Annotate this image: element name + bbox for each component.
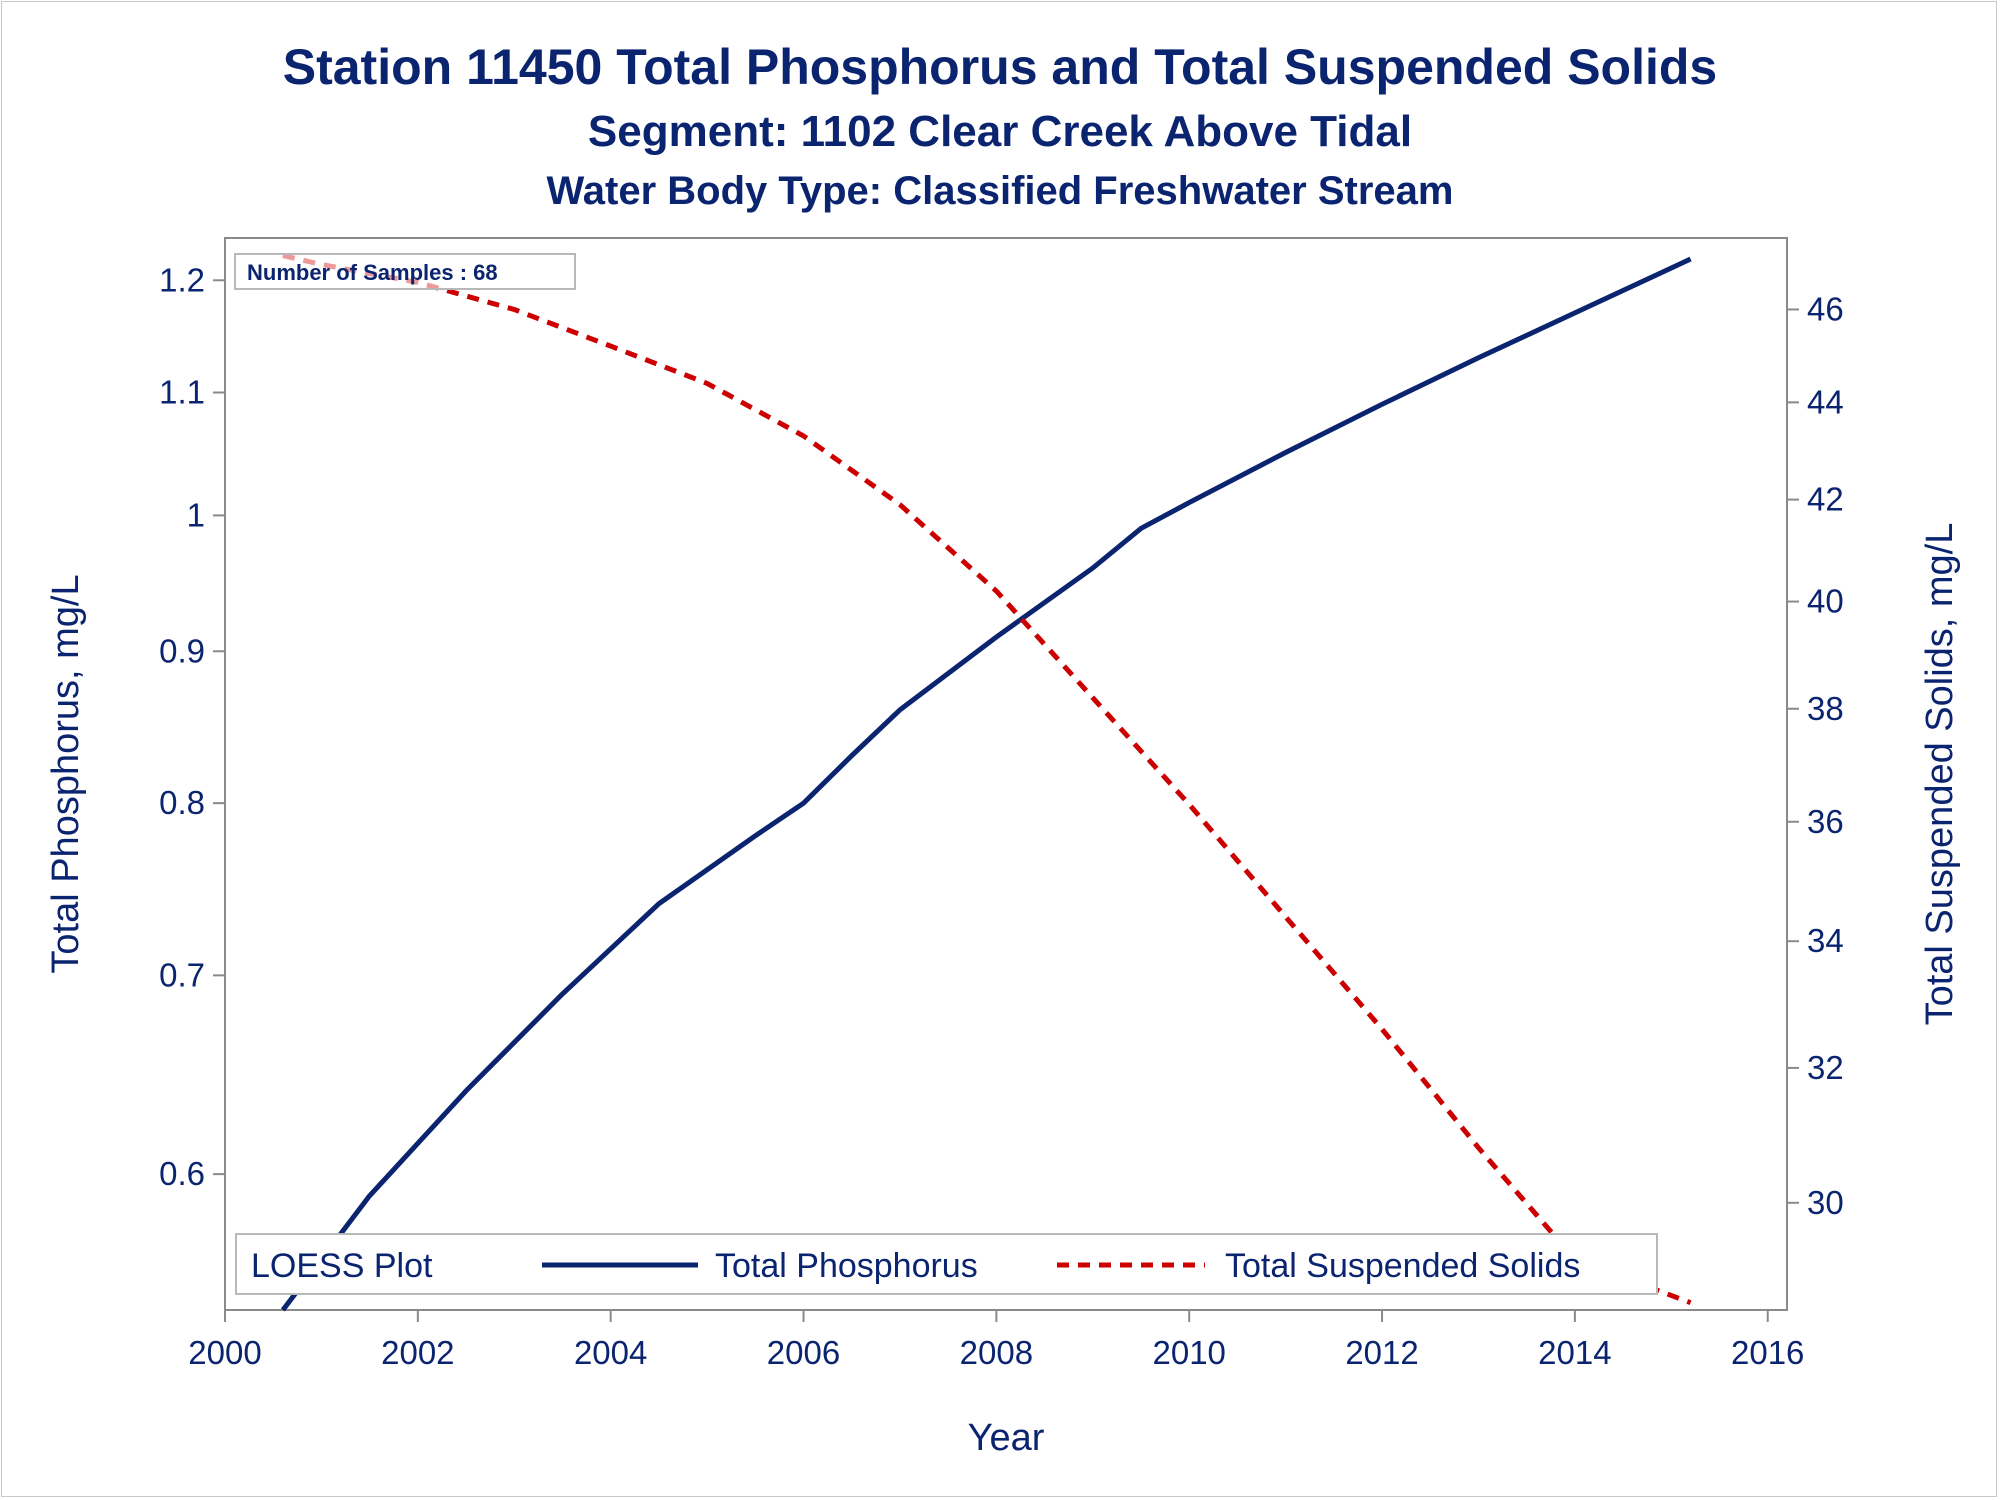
x-tick-label: 2008 [960, 1334, 1033, 1371]
y-right-tick-label: 38 [1807, 690, 1844, 727]
y-axis-left-label: Total Phosphorus, mg/L [45, 574, 87, 973]
y-axis-left: 0.6 0.7 0.8 0.9 1 1.1 1.2 [159, 261, 225, 1192]
legend-box [235, 1233, 1658, 1295]
series-group [280, 253, 1692, 1312]
y-axis-right-label: Total Suspended Solids, mg/L [1919, 523, 1961, 1026]
plot-area [224, 237, 1788, 1311]
legend-title: LOESS Plot [251, 1247, 433, 1285]
legend: LOESS Plot Total Phosphorus Total Suspen… [235, 1233, 1658, 1295]
y-right-tick-label: 32 [1807, 1049, 1844, 1086]
sample-count-text: Number of Samples : 68 [247, 260, 498, 285]
y-axis-right: 30 32 34 36 38 40 42 44 46 [1787, 290, 1844, 1221]
x-tick-label: 2014 [1538, 1334, 1611, 1371]
x-tick-label: 2010 [1152, 1334, 1225, 1371]
y-right-tick-label: 46 [1807, 290, 1844, 327]
y-right-tick-label: 30 [1807, 1184, 1844, 1221]
chart-subtitle-2: Water Body Type: Classified Freshwater S… [546, 169, 1454, 213]
x-tick-label: 2006 [767, 1334, 840, 1371]
x-tick-label: 2012 [1345, 1334, 1418, 1371]
sample-count-box [234, 253, 576, 290]
chart-subtitle: Segment: 1102 Clear Creek Above Tidal [587, 107, 1413, 156]
y-right-tick-label: 40 [1807, 583, 1844, 620]
chart-title: Station 11450 Total Phosphorus and Total… [282, 39, 1718, 95]
x-tick-label: 2004 [574, 1334, 647, 1371]
y-right-tick-label: 42 [1807, 481, 1844, 518]
y-left-tick-label: 0.7 [159, 956, 205, 993]
x-tick-label: 2016 [1731, 1334, 1804, 1371]
series-line-total-suspended-solids [282, 253, 1692, 1306]
y-left-tick-label: 1.2 [159, 261, 205, 298]
series-line-total-phosphorus [280, 256, 1692, 1312]
x-axis: 2000 2002 2004 2006 2008 2010 2012 2014 2016 [188, 1310, 1804, 1371]
sample-count-inset: Number of Samples : 68 [234, 253, 576, 290]
x-tick-label: 2002 [381, 1334, 454, 1371]
y-left-tick-label: 1 [187, 496, 205, 533]
y-left-tick-label: 0.6 [159, 1155, 205, 1192]
y-left-tick-label: 0.8 [159, 784, 205, 821]
x-axis-label: Year [968, 1417, 1045, 1459]
y-right-tick-label: 34 [1807, 922, 1844, 959]
legend-label-total-phosphorus: Total Phosphorus [715, 1247, 978, 1285]
y-right-tick-label: 44 [1807, 383, 1844, 420]
legend-label-total-suspended-solids: Total Suspended Solids [1225, 1247, 1580, 1285]
y-right-tick-label: 36 [1807, 803, 1844, 840]
y-left-tick-label: 1.1 [159, 373, 205, 410]
y-left-tick-label: 0.9 [159, 632, 205, 669]
x-tick-label: 2000 [188, 1334, 261, 1371]
